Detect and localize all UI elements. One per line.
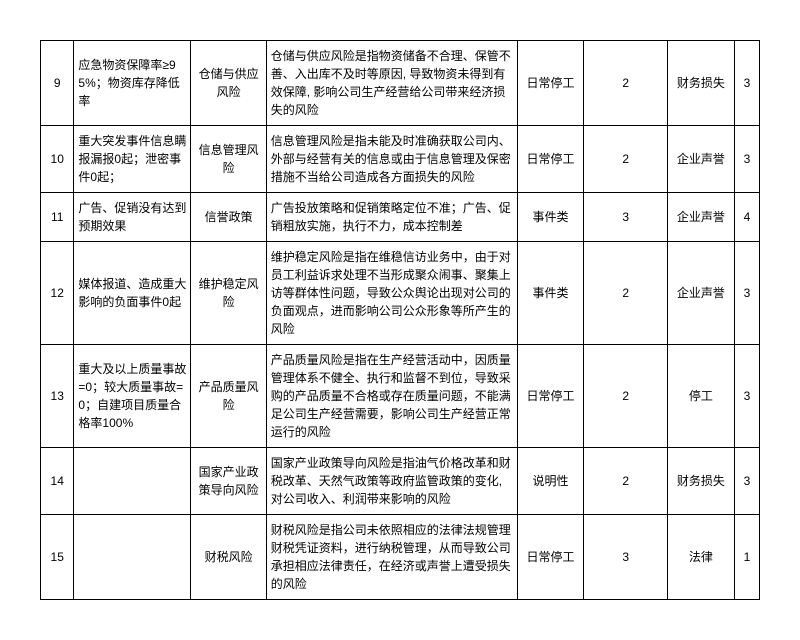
cell-impact: 企业声誉	[667, 193, 734, 242]
cell-desc: 媒体报道、造成重大影响的负面事件0起	[74, 242, 191, 345]
cell-risk-name: 信誉政策	[191, 193, 266, 242]
table-row: 12 媒体报道、造成重大影响的负面事件0起 维护稳定风险 维护稳定风险是指在维稳…	[41, 242, 760, 345]
cell-risk-name: 财税风险	[191, 515, 266, 600]
cell-risk-name: 仓储与供应风险	[191, 41, 266, 126]
cell-detail: 广告投放策略和促销策略定位不准；广告、促销粗放实施，执行不力，成本控制差	[266, 193, 517, 242]
cell-desc: 应急物资保障率≥95%；物资库存降低率	[74, 41, 191, 126]
cell-score2: 3	[734, 242, 759, 345]
risk-table: 9 应急物资保障率≥95%；物资库存降低率 仓储与供应风险 仓储与供应风险是指物…	[40, 40, 760, 600]
cell-id: 10	[41, 126, 74, 193]
cell-impact: 停工	[667, 345, 734, 448]
table-row: 9 应急物资保障率≥95%；物资库存降低率 仓储与供应风险 仓储与供应风险是指物…	[41, 41, 760, 126]
cell-score1: 2	[584, 41, 668, 126]
cell-impact: 企业声誉	[667, 126, 734, 193]
cell-desc	[74, 448, 191, 515]
cell-score1: 2	[584, 345, 668, 448]
cell-detail: 财税风险是指公司未依照相应的法律法规管理财税凭证资料，进行纳税管理，从而导致公司…	[266, 515, 517, 600]
table-row: 10 重大突发事件信息瞒报漏报0起；泄密事件0起； 信息管理风险 信息管理风险是…	[41, 126, 760, 193]
cell-risk-name: 维护稳定风险	[191, 242, 266, 345]
cell-category: 日常停工	[517, 345, 584, 448]
cell-score1: 3	[584, 193, 668, 242]
cell-detail: 产品质量风险是指在生产经营活动中，因质量管理体系不健全、执行和监督不到位，导致采…	[266, 345, 517, 448]
cell-id: 15	[41, 515, 74, 600]
cell-detail: 国家产业政策导向风险是指油气价格改革和财税改革、天然气政策等政府监管政策的变化,…	[266, 448, 517, 515]
cell-risk-name: 产品质量风险	[191, 345, 266, 448]
cell-score2: 3	[734, 448, 759, 515]
cell-id: 12	[41, 242, 74, 345]
cell-risk-name: 国家产业政策导向风险	[191, 448, 266, 515]
cell-desc: 广告、促销没有达到预期效果	[74, 193, 191, 242]
cell-score1: 2	[584, 242, 668, 345]
table-row: 14 国家产业政策导向风险 国家产业政策导向风险是指油气价格改革和财税改革、天然…	[41, 448, 760, 515]
cell-impact: 企业声誉	[667, 242, 734, 345]
cell-category: 日常停工	[517, 126, 584, 193]
cell-impact: 财务损失	[667, 41, 734, 126]
cell-id: 13	[41, 345, 74, 448]
cell-detail: 信息管理风险是指未能及时准确获取公司内、外部与经营有关的信息或由于信息管理及保密…	[266, 126, 517, 193]
cell-id: 9	[41, 41, 74, 126]
cell-score2: 1	[734, 515, 759, 600]
cell-desc	[74, 515, 191, 600]
cell-desc: 重大及以上质量事故=0；较大质量事故=0；自建项目质量合格率100%	[74, 345, 191, 448]
cell-risk-name: 信息管理风险	[191, 126, 266, 193]
cell-desc: 重大突发事件信息瞒报漏报0起；泄密事件0起；	[74, 126, 191, 193]
cell-id: 11	[41, 193, 74, 242]
cell-score2: 3	[734, 345, 759, 448]
cell-score2: 3	[734, 41, 759, 126]
cell-score2: 4	[734, 193, 759, 242]
table-row: 11 广告、促销没有达到预期效果 信誉政策 广告投放策略和促销策略定位不准；广告…	[41, 193, 760, 242]
cell-category: 事件类	[517, 242, 584, 345]
cell-impact: 法律	[667, 515, 734, 600]
cell-score1: 3	[584, 515, 668, 600]
table-body: 9 应急物资保障率≥95%；物资库存降低率 仓储与供应风险 仓储与供应风险是指物…	[41, 41, 760, 600]
cell-category: 事件类	[517, 193, 584, 242]
table-row: 13 重大及以上质量事故=0；较大质量事故=0；自建项目质量合格率100% 产品…	[41, 345, 760, 448]
cell-impact: 财务损失	[667, 448, 734, 515]
cell-category: 说明性	[517, 448, 584, 515]
cell-detail: 维护稳定风险是指在维稳信访业务中，由于对员工利益诉求处理不当形成聚众闹事、聚集上…	[266, 242, 517, 345]
cell-category: 日常停工	[517, 515, 584, 600]
cell-detail: 仓储与供应风险是指物资储备不合理、保管不善、入出库不及时等原因, 导致物资未得到…	[266, 41, 517, 126]
cell-category: 日常停工	[517, 41, 584, 126]
cell-score2: 3	[734, 126, 759, 193]
table-row: 15 财税风险 财税风险是指公司未依照相应的法律法规管理财税凭证资料，进行纳税管…	[41, 515, 760, 600]
cell-score1: 2	[584, 126, 668, 193]
cell-score1: 2	[584, 448, 668, 515]
cell-id: 14	[41, 448, 74, 515]
